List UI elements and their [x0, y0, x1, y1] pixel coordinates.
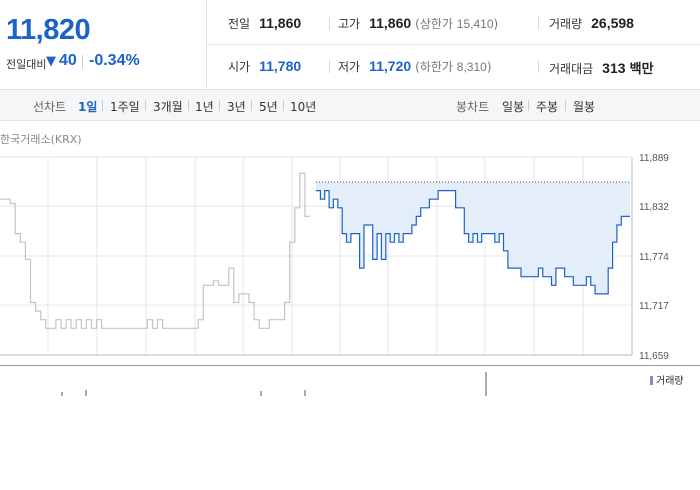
divider: [283, 100, 284, 111]
stat-value: 11,860: [259, 15, 302, 31]
stat-label: 저가: [338, 60, 361, 74]
chart-period-bar: 선차트 1일 1주일 3개월 1년 3년 5년 10년 봉차트 일봉 주봉 월봉: [0, 89, 700, 121]
divider: [206, 0, 207, 88]
stat-unit: 백만: [629, 61, 654, 76]
y-tick-label: 11,832: [639, 202, 669, 213]
volume-legend: 거래량: [650, 372, 684, 387]
stat-value: 11,860: [369, 15, 412, 31]
volume-chart: [61, 372, 487, 396]
stat-high: 고가 11,860 (상한가 15,410): [338, 15, 498, 32]
lower-limit-value: 8,310: [456, 60, 487, 74]
tab-5y[interactable]: 5년: [259, 100, 278, 114]
stat-value: 11,720: [369, 58, 412, 74]
down-arrow-icon: ▼: [46, 54, 56, 69]
tab-monthly-candle[interactable]: 월봉: [573, 100, 596, 114]
stat-label: 고가: [338, 17, 361, 31]
tab-3y[interactable]: 3년: [227, 100, 246, 114]
price-line-chart[interactable]: 11,889 11,832 11,774 11,717 11,659: [0, 145, 700, 367]
stat-label: 시가: [228, 60, 251, 74]
upper-limit-value: 15,410: [456, 17, 494, 31]
divider: [0, 365, 700, 366]
y-tick-label: 11,774: [639, 252, 669, 263]
divider: [207, 44, 700, 45]
tab-weekly-candle[interactable]: 주봉: [536, 100, 559, 114]
stat-value: 313: [602, 60, 626, 76]
upper-limit-label: 상한가: [419, 17, 453, 31]
divider: [538, 60, 539, 73]
lower-limit: (하한가 8,310): [415, 60, 492, 74]
divider: [145, 100, 146, 111]
tab-10y[interactable]: 10년: [290, 100, 317, 114]
stat-volume: 거래량 26,598: [549, 15, 634, 32]
today-session-line: [316, 190, 630, 295]
divider: [82, 55, 83, 69]
tab-3m[interactable]: 3개월: [153, 100, 183, 114]
volume-legend-label: 거래량: [656, 376, 684, 387]
candle-chart-title: 봉차트: [456, 100, 490, 114]
current-price: 11,820: [6, 14, 91, 46]
stat-prev-close: 전일 11,860: [228, 15, 301, 32]
divider: [329, 60, 330, 73]
legend-swatch: [650, 376, 653, 385]
tab-1y[interactable]: 1년: [195, 100, 214, 114]
line-chart-title: 선차트: [33, 100, 67, 114]
price-summary: 11,820 전일대비 ▼ 40 -0.34%: [0, 0, 206, 88]
stat-open: 시가 11,780: [228, 58, 301, 75]
divider: [102, 100, 103, 111]
change-amount: 40: [59, 52, 77, 69]
change-percent: -0.34%: [89, 52, 140, 69]
y-tick-label: 11,659: [639, 351, 669, 362]
tab-1w[interactable]: 1주일: [110, 100, 140, 114]
stat-label: 전일: [228, 17, 251, 31]
y-tick-label: 11,889: [639, 153, 669, 164]
stat-label: 거래량: [549, 17, 583, 31]
divider: [565, 100, 566, 111]
divider: [188, 100, 189, 111]
stat-trade-value: 거래대금 313 백만: [549, 58, 654, 77]
divider: [329, 17, 330, 30]
lower-limit-label: 하한가: [419, 60, 453, 74]
change-label: 전일대비: [6, 58, 47, 71]
tab-daily-candle[interactable]: 일봉: [502, 100, 525, 114]
stat-value: 11,780: [259, 58, 302, 74]
tab-1d[interactable]: 1일: [78, 100, 98, 114]
y-tick-label: 11,717: [639, 301, 669, 312]
prev-session-line: [0, 172, 310, 329]
upper-limit: (상한가 15,410): [415, 17, 499, 31]
divider: [219, 100, 220, 111]
stat-low: 저가 11,720 (하한가 8,310): [338, 58, 492, 75]
divider: [538, 17, 539, 30]
divider: [251, 100, 252, 111]
stat-label: 거래대금: [549, 62, 594, 76]
exchange-label: 한국거래소(KRX): [0, 133, 82, 146]
stat-value: 26,598: [591, 15, 634, 31]
divider: [528, 100, 529, 111]
